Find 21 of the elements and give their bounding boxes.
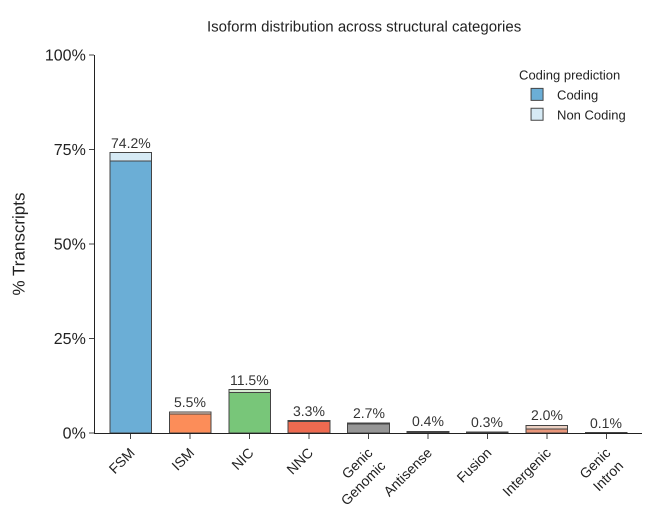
total-label: 0.1% (590, 415, 622, 431)
total-label: 2.0% (531, 407, 563, 423)
total-label: 0.4% (412, 413, 444, 429)
total-label: 0.3% (471, 414, 503, 430)
legend-label: Non Coding (557, 107, 626, 122)
y-axis-title: % Transcripts (9, 192, 28, 296)
y-tick-label: 25% (54, 331, 86, 348)
x-tick-label: NIC (228, 444, 257, 473)
y-tick-label: 75% (54, 142, 86, 160)
chart-title: Isoform distribution across structural categories (206, 18, 522, 36)
y-tick-label: 50% (54, 236, 86, 254)
x-tick-label: ISM (168, 444, 198, 474)
total-label: 2.7% (353, 405, 385, 421)
legend-label: Coding (557, 87, 598, 102)
legend-title: Coding prediction (519, 67, 620, 82)
y-tick-label: 0% (62, 426, 86, 443)
total-label: 11.5% (230, 372, 269, 388)
total-label: 3.3% (293, 403, 325, 419)
total-label: 5.5% (174, 394, 206, 410)
y-tick-label: 100% (44, 48, 86, 65)
total-label: 74.2% (111, 135, 151, 151)
